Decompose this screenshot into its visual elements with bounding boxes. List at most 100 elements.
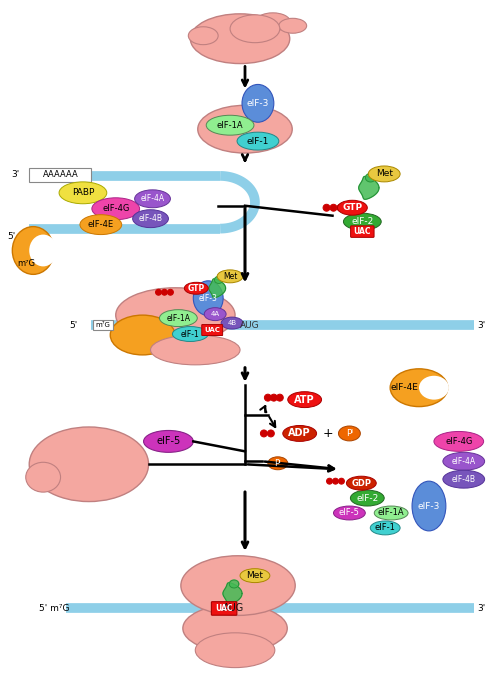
Text: eIF-5: eIF-5 — [156, 436, 180, 446]
Ellipse shape — [181, 556, 295, 615]
Text: eIF-5: eIF-5 — [339, 509, 360, 518]
Ellipse shape — [339, 426, 360, 441]
Ellipse shape — [260, 430, 268, 437]
Ellipse shape — [265, 394, 271, 401]
FancyBboxPatch shape — [29, 168, 91, 182]
Ellipse shape — [419, 376, 449, 400]
Text: GDP: GDP — [351, 479, 371, 488]
Ellipse shape — [168, 289, 173, 295]
Ellipse shape — [198, 105, 292, 153]
Polygon shape — [366, 174, 376, 182]
Ellipse shape — [350, 490, 384, 506]
Ellipse shape — [183, 604, 287, 652]
FancyBboxPatch shape — [351, 226, 374, 238]
Text: m⁷G: m⁷G — [17, 259, 35, 268]
Ellipse shape — [242, 84, 274, 122]
Ellipse shape — [270, 394, 277, 401]
Ellipse shape — [443, 470, 485, 488]
Text: eIF-4G: eIF-4G — [445, 437, 472, 446]
Ellipse shape — [159, 310, 197, 326]
Ellipse shape — [206, 115, 254, 135]
Polygon shape — [359, 176, 379, 199]
Text: eIF-1A: eIF-1A — [167, 314, 191, 322]
Ellipse shape — [443, 452, 485, 470]
Text: eIF-4B: eIF-4B — [452, 474, 476, 484]
Ellipse shape — [26, 462, 61, 492]
Text: 4A: 4A — [211, 311, 220, 317]
Ellipse shape — [59, 182, 107, 204]
Ellipse shape — [268, 457, 288, 470]
Text: eIF-1: eIF-1 — [247, 137, 269, 145]
Polygon shape — [209, 279, 225, 297]
Ellipse shape — [333, 479, 339, 484]
FancyBboxPatch shape — [202, 324, 222, 336]
Ellipse shape — [80, 215, 122, 235]
Text: PABP: PABP — [72, 188, 94, 197]
Text: eIF-4A: eIF-4A — [141, 194, 165, 203]
Text: UAC: UAC — [354, 227, 371, 236]
Ellipse shape — [283, 425, 317, 441]
Text: eIF-2: eIF-2 — [356, 493, 378, 503]
Ellipse shape — [339, 479, 344, 484]
Text: Met: Met — [376, 170, 392, 178]
Text: Met: Met — [246, 571, 264, 580]
Text: eIF-2: eIF-2 — [351, 217, 373, 226]
Text: eIF-4E: eIF-4E — [88, 220, 114, 229]
Text: AUG: AUG — [240, 320, 260, 330]
Text: GTP: GTP — [188, 284, 205, 293]
Text: Pᴵ: Pᴵ — [274, 459, 281, 468]
Ellipse shape — [368, 166, 400, 182]
Text: eIF-3: eIF-3 — [247, 99, 269, 108]
Ellipse shape — [338, 201, 368, 215]
Polygon shape — [215, 277, 223, 283]
Ellipse shape — [346, 476, 376, 490]
Text: Met: Met — [223, 272, 237, 281]
Ellipse shape — [330, 204, 337, 211]
Ellipse shape — [162, 289, 168, 295]
Text: Pᴵ: Pᴵ — [346, 429, 353, 438]
Ellipse shape — [374, 506, 408, 520]
Ellipse shape — [240, 569, 270, 583]
Text: GTP: GTP — [343, 203, 363, 212]
Text: AAAAAA: AAAAAA — [43, 170, 79, 180]
Text: eIF-4E: eIF-4E — [390, 383, 418, 392]
Ellipse shape — [255, 13, 290, 31]
Ellipse shape — [110, 315, 175, 355]
Ellipse shape — [193, 281, 223, 316]
Ellipse shape — [190, 14, 290, 63]
Text: eIF-4G: eIF-4G — [102, 204, 129, 213]
Text: +: + — [322, 427, 333, 440]
Text: eIF-3: eIF-3 — [418, 501, 440, 511]
Text: eIF-1A: eIF-1A — [217, 120, 244, 130]
Text: eIF-4B: eIF-4B — [139, 214, 163, 223]
Polygon shape — [223, 583, 242, 604]
Text: 5': 5' — [7, 232, 16, 241]
Ellipse shape — [172, 326, 208, 341]
Ellipse shape — [412, 481, 446, 531]
Text: eIF-4A: eIF-4A — [452, 457, 476, 466]
Polygon shape — [229, 580, 239, 588]
Ellipse shape — [276, 394, 283, 401]
Ellipse shape — [150, 335, 240, 365]
Ellipse shape — [116, 288, 235, 343]
Ellipse shape — [337, 204, 344, 211]
Ellipse shape — [268, 430, 274, 437]
Text: 3': 3' — [478, 604, 486, 613]
Text: 3': 3' — [478, 320, 486, 330]
Ellipse shape — [155, 289, 162, 295]
Ellipse shape — [230, 15, 280, 42]
Ellipse shape — [196, 633, 275, 668]
Ellipse shape — [184, 282, 208, 294]
Ellipse shape — [204, 308, 226, 320]
Text: eIF-1: eIF-1 — [181, 330, 200, 339]
Text: 5': 5' — [69, 320, 77, 330]
Ellipse shape — [29, 235, 57, 267]
Ellipse shape — [370, 521, 400, 535]
Text: eIF-1: eIF-1 — [375, 524, 395, 532]
Ellipse shape — [279, 18, 307, 33]
Ellipse shape — [188, 27, 218, 44]
Ellipse shape — [334, 506, 366, 520]
Ellipse shape — [135, 190, 171, 208]
Ellipse shape — [237, 132, 279, 150]
FancyBboxPatch shape — [211, 602, 237, 615]
